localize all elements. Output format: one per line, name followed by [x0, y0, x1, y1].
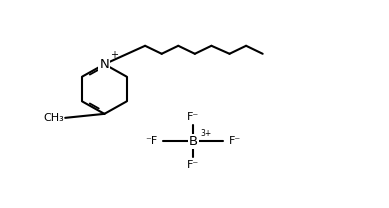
Text: ⁻F: ⁻F [145, 136, 158, 146]
Text: +: + [110, 50, 118, 60]
Text: CH₃: CH₃ [43, 113, 64, 123]
Text: F⁻: F⁻ [229, 136, 241, 146]
Text: B: B [189, 135, 198, 148]
Text: N: N [100, 58, 109, 71]
Text: F⁻: F⁻ [187, 160, 200, 170]
Text: F⁻: F⁻ [187, 112, 200, 122]
Text: 3+: 3+ [200, 129, 211, 138]
